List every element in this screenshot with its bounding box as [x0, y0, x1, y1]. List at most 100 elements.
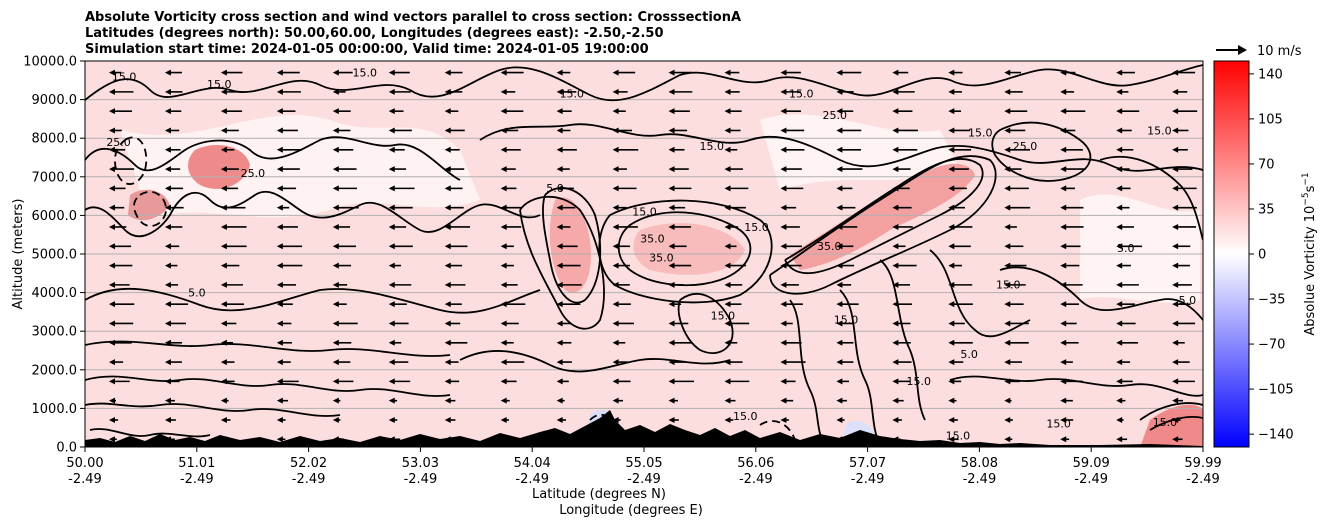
wind-vector-head [556, 320, 563, 327]
wind-vector-head [556, 108, 563, 115]
quiver-key-arrowhead [1238, 45, 1247, 55]
wind-vector-head [724, 243, 731, 250]
vorticity-light-region [1080, 194, 1200, 303]
wind-vector-head [1172, 262, 1179, 269]
wind-vector-head [1172, 436, 1179, 443]
wind-vector-head [892, 378, 899, 385]
contour-line [617, 211, 752, 287]
wind-vector-head [220, 127, 227, 134]
wind-vector-head [500, 166, 507, 173]
contour-line [1139, 402, 1203, 421]
wind-vector-head [892, 88, 899, 95]
wind-vector-head [948, 436, 955, 443]
colorbar-label-unit: s [1303, 185, 1318, 192]
wind-vector-head [1004, 166, 1011, 173]
wind-vector-head [1116, 243, 1123, 250]
wind-vector-head [276, 397, 283, 404]
wind-vector-head [276, 243, 283, 250]
wind-vector-head [500, 281, 507, 288]
wind-vector-head [276, 262, 283, 269]
x-tick-label-latitude: 52.02 [290, 456, 327, 471]
wind-vector-head [836, 166, 843, 173]
wind-vector-head [612, 378, 619, 385]
wind-vector-head [1116, 281, 1123, 288]
plot-area: 15.0 15.0 15.0 15.0 15.0 15.0 25.0 15.0 15.0 25.0… [85, 61, 1203, 447]
contour-labels: 15.0 15.0 15.0 15.0 15.0 15.0 25.0 15.0 15.0 25.0… [106, 66, 1196, 442]
wind-vector-head [724, 378, 731, 385]
wind-vector-head [892, 397, 899, 404]
wind-vector-head [164, 204, 171, 211]
wind-vector-head [332, 281, 339, 288]
wind-vector-head [1060, 416, 1067, 423]
wind-vector-head [1116, 301, 1123, 308]
wind-vector-head [500, 146, 507, 153]
vorticity-high-region [549, 197, 591, 293]
wind-vector-head [668, 88, 675, 95]
colorbar-tick-label: −140 [1258, 428, 1294, 443]
wind-vector-head [1116, 223, 1123, 230]
wind-vector-head [108, 127, 115, 134]
contour-line [1099, 155, 1203, 241]
wind-vector-head [1060, 243, 1067, 250]
y-tick-label: 2000.0 [32, 363, 78, 378]
wind-vector-head [220, 416, 227, 423]
wind-vector-head [1004, 185, 1011, 192]
wind-vector-head [332, 108, 339, 115]
wind-vector-head [556, 339, 563, 346]
wind-vector-head [332, 204, 339, 211]
y-tick-label: 9000.0 [32, 93, 78, 108]
wind-vector-head [836, 185, 843, 192]
wind-vector-head [948, 185, 955, 192]
colorbar-tick-label: −35 [1258, 293, 1285, 308]
wind-vector-head [388, 301, 395, 308]
wind-vector-head [276, 146, 283, 153]
wind-vector-head [668, 339, 675, 346]
wind-vector-head [556, 281, 563, 288]
wind-vector-head [276, 281, 283, 288]
wind-vector-head [612, 301, 619, 308]
wind-vector-head [444, 69, 451, 76]
colorbar-label-unit-exponent: −1 [1301, 172, 1311, 185]
wind-vector-head [444, 127, 451, 134]
wind-vector-head [556, 127, 563, 134]
wind-vector-head [164, 146, 171, 153]
wind-vector-head [780, 397, 787, 404]
wind-vector-head [276, 108, 283, 115]
wind-vector-head [1060, 301, 1067, 308]
wind-vector-head [388, 146, 395, 153]
x-tick-label-longitude: -2.49 [515, 472, 549, 487]
wind-vector-head [500, 108, 507, 115]
contour-label: 5.0 [960, 348, 978, 361]
colorbar-tick-label: −105 [1258, 383, 1294, 398]
wind-vector-head [388, 69, 395, 76]
wind-vector-head [1060, 436, 1067, 443]
contour-label: 15.0 [711, 310, 736, 323]
wind-vector-head [332, 301, 339, 308]
wind-vector-head [556, 301, 563, 308]
contour-label: 15.0 [996, 279, 1021, 292]
wind-vector-head [164, 166, 171, 173]
wind-vector-head [556, 378, 563, 385]
colorbar-label: Absolue Vorticity 10−5s−1 [1301, 172, 1318, 335]
wind-vector-head [1116, 69, 1123, 76]
wind-vector-head [1004, 127, 1011, 134]
contour-line [89, 428, 211, 438]
wind-vector-head [612, 359, 619, 366]
wind-vector-head [1060, 262, 1067, 269]
wind-vector-head [164, 223, 171, 230]
wind-vector-head [892, 127, 899, 134]
x-tick-label-latitude: 51.01 [178, 456, 215, 471]
wind-vector-head [1004, 397, 1011, 404]
wind-vector-head [836, 281, 843, 288]
colorbar-tick-label: −70 [1258, 338, 1285, 353]
wind-vector-head [332, 127, 339, 134]
wind-vector-head [1004, 243, 1011, 250]
wind-vector-head [612, 146, 619, 153]
wind-vector-head [948, 397, 955, 404]
wind-vector-head [612, 108, 619, 115]
wind-vector-head [612, 223, 619, 230]
wind-vector-head [164, 416, 171, 423]
wind-vector-head [612, 397, 619, 404]
wind-vector-head [500, 416, 507, 423]
wind-vector-head [388, 185, 395, 192]
